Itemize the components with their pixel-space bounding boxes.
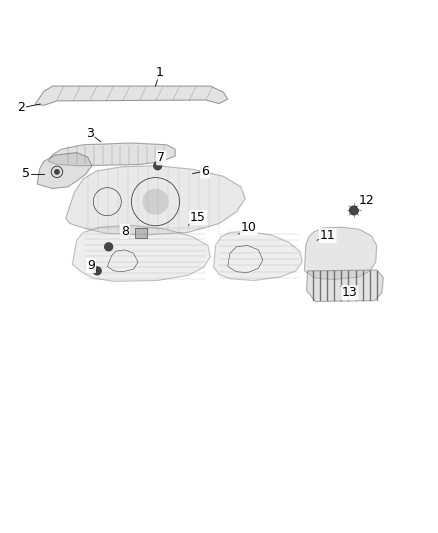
Polygon shape [48, 143, 175, 166]
Text: 2: 2 [17, 101, 25, 115]
Text: 6: 6 [201, 165, 209, 177]
Circle shape [142, 189, 169, 215]
Circle shape [55, 169, 59, 174]
Polygon shape [66, 166, 245, 235]
Polygon shape [307, 270, 383, 302]
Polygon shape [35, 86, 228, 106]
Text: 7: 7 [157, 151, 165, 164]
Text: 5: 5 [22, 167, 30, 180]
Text: 10: 10 [241, 221, 257, 235]
Text: 3: 3 [86, 127, 94, 140]
Text: 13: 13 [342, 286, 357, 300]
Circle shape [154, 162, 162, 169]
Text: 11: 11 [320, 229, 336, 243]
Circle shape [93, 267, 101, 275]
Text: 12: 12 [358, 195, 374, 207]
Text: 1: 1 [156, 66, 164, 78]
Text: 15: 15 [190, 211, 206, 224]
Text: 9: 9 [87, 259, 95, 272]
Polygon shape [37, 152, 92, 189]
Polygon shape [72, 225, 210, 281]
Circle shape [105, 243, 113, 251]
Polygon shape [214, 231, 302, 280]
Polygon shape [304, 227, 377, 280]
Bar [135, 229, 147, 238]
Circle shape [350, 206, 358, 215]
Text: 8: 8 [121, 225, 129, 238]
